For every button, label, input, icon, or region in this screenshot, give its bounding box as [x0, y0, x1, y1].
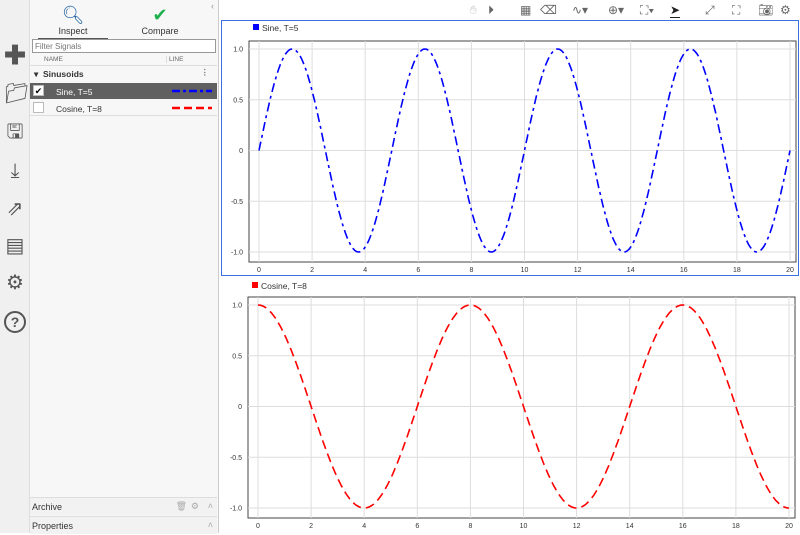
signal-icon[interactable]: ∿▾: [572, 3, 589, 17]
share-icon[interactable]: ⇗: [6, 198, 24, 220]
y-tick-label: -1.0: [230, 506, 242, 513]
report-icon[interactable]: ▤: [5, 235, 25, 257]
x-tick-label: 6: [415, 523, 419, 530]
save-icon[interactable]: 🖫: [6, 121, 24, 143]
filter-signals-input[interactable]: [32, 39, 216, 53]
x-tick-label: 14: [626, 523, 634, 530]
trash-icon[interactable]: 🗑︎: [175, 501, 187, 511]
gear-icon[interactable]: ⚙: [190, 501, 199, 511]
chevron-up-icon[interactable]: ˄: [207, 501, 213, 511]
x-tick-label: 10: [520, 523, 528, 530]
pan-hand-icon[interactable]: ✋︎: [470, 3, 477, 17]
x-tick-label: 4: [363, 267, 367, 274]
x-tick-label: 0: [257, 267, 261, 274]
line-style-sample: [172, 106, 212, 110]
zoom-icon[interactable]: ⊕▾: [608, 3, 625, 17]
y-tick-label: 1.0: [233, 47, 243, 54]
eraser-icon[interactable]: ⌫: [540, 3, 557, 17]
x-tick-label: 6: [416, 267, 420, 274]
legend-swatch: [253, 24, 259, 30]
legend-swatch: [252, 282, 258, 288]
x-tick-label: 20: [786, 267, 794, 274]
collapse-panel-icon[interactable]: ‹: [211, 1, 214, 11]
archive-label: Archive: [32, 502, 63, 512]
x-tick-label: 16: [680, 267, 688, 274]
axes-box: [247, 296, 796, 519]
play-icon[interactable]: ⏵: [488, 3, 495, 17]
group-name: Sinusoids: [43, 69, 84, 79]
x-tick-label: 8: [468, 523, 472, 530]
x-tick-label: 16: [679, 523, 687, 530]
toolbar: ✋︎ ⏵ ▦ ⌫ ∿▾ ⊕▾ ⛶▾ ➤ ⤢ ⛶ 📷︎ ⚙: [220, 0, 800, 20]
x-tick-label: 12: [574, 267, 582, 274]
magnifier-icon: 🔍︎: [61, 5, 85, 25]
expand-arrow-icon[interactable]: ▾: [34, 69, 39, 79]
y-tick-label: 1.0: [232, 303, 242, 310]
y-tick-label: -0.5: [230, 455, 242, 462]
line-style-sample: [172, 89, 212, 93]
signal-name: Sine, T=5: [56, 87, 93, 97]
legend-label: Sine, T=5: [262, 23, 299, 33]
tab-label: Compare: [141, 26, 179, 36]
plot-cosine[interactable]: Cosine, T=8 0 2 4 6 8 10 12 14 16 18 20 1.0 0.5 0 -0.5 -…: [221, 279, 799, 533]
camera-icon[interactable]: 📷︎: [758, 3, 774, 17]
sine-chart[interactable]: Sine, T=5 0 2 4 6 8 10 12 14 16 18 20 1.0 0.5 0 -0.5 -1.…: [222, 21, 797, 274]
x-tick-label: 20: [785, 523, 793, 530]
expand-icon[interactable]: ⤢: [705, 3, 715, 17]
left-icon-bar: ✚ 📁︎ 🖫 ⤓ ⇗ ▤ ⚙ ?: [0, 0, 30, 533]
y-tick-label: 0: [238, 404, 242, 411]
chevron-up-icon[interactable]: ˄: [207, 520, 213, 530]
signal-row[interactable]: ✔ Sine, T=5: [30, 83, 217, 99]
more-options-icon[interactable]: ⋮: [200, 67, 210, 77]
y-tick-label: -1.0: [231, 250, 243, 257]
series-line: [257, 304, 790, 509]
check-circle-icon: ✔: [152, 5, 168, 25]
settings-icon[interactable]: ⚙: [780, 3, 791, 17]
properties-section[interactable]: Properties ˄: [30, 516, 217, 534]
column-header: NAME LINE: [30, 55, 217, 66]
plus-icon[interactable]: ✚: [4, 40, 26, 70]
archive-section[interactable]: Archive 🗑︎ ⚙ ˄: [30, 497, 217, 515]
group-row[interactable]: ▾ Sinusoids ⋮: [30, 66, 217, 82]
folder-icon[interactable]: 📁︎: [4, 83, 30, 105]
signal-checkbox[interactable]: ✔: [33, 85, 44, 96]
layout-grid-icon[interactable]: ▦: [520, 3, 532, 17]
cursor-icon[interactable]: ➤: [670, 3, 681, 18]
line-column-header[interactable]: LINE: [166, 56, 183, 63]
x-tick-label: 4: [362, 523, 366, 530]
signal-row[interactable]: Cosine, T=8: [30, 100, 217, 116]
x-tick-label: 18: [732, 523, 740, 530]
y-tick-label: 0.5: [232, 353, 242, 360]
fit-icon[interactable]: ⛶▾: [640, 3, 655, 17]
x-tick-label: 2: [309, 523, 313, 530]
signal-checkbox[interactable]: [33, 102, 44, 113]
y-tick-label: 0.5: [233, 97, 243, 104]
help-icon[interactable]: ?: [4, 311, 26, 333]
y-tick-label: 0: [239, 148, 243, 155]
x-tick-label: 12: [573, 523, 581, 530]
x-tick-label: 14: [627, 267, 635, 274]
x-tick-label: 2: [310, 267, 314, 274]
axes-box: [248, 40, 797, 263]
legend-label: Cosine, T=8: [261, 281, 307, 291]
download-icon[interactable]: ⤓: [10, 160, 20, 182]
x-tick-label: 0: [256, 523, 260, 530]
gear-icon[interactable]: ⚙: [6, 272, 24, 294]
series-line: [258, 48, 791, 253]
signal-panel: ‹ 🔍︎ Inspect ✔ Compare NAME LINE ▾ Sinus…: [30, 0, 219, 534]
y-tick-label: -0.5: [231, 199, 243, 206]
signal-name: Cosine, T=8: [56, 104, 102, 114]
x-tick-label: 8: [469, 267, 473, 274]
plot-sine[interactable]: Sine, T=5 0 2 4 6 8 10 12 14 16 18 20 1.0 0.5 0 -0.5 -1.…: [221, 20, 799, 276]
name-column-header[interactable]: NAME: [44, 56, 63, 63]
cosine-chart[interactable]: Cosine, T=8 0 2 4 6 8 10 12 14 16 18 20 1.0 0.5 0 -0.5 -…: [221, 279, 799, 533]
tab-label: Inspect: [58, 26, 88, 36]
x-tick-label: 18: [733, 267, 741, 274]
properties-label: Properties: [32, 521, 74, 531]
fullscreen-icon[interactable]: ⛶: [732, 3, 741, 17]
x-tick-label: 10: [521, 267, 529, 274]
tab-compare[interactable]: ✔ Compare: [125, 4, 195, 36]
tab-inspect[interactable]: 🔍︎ Inspect: [38, 4, 108, 40]
